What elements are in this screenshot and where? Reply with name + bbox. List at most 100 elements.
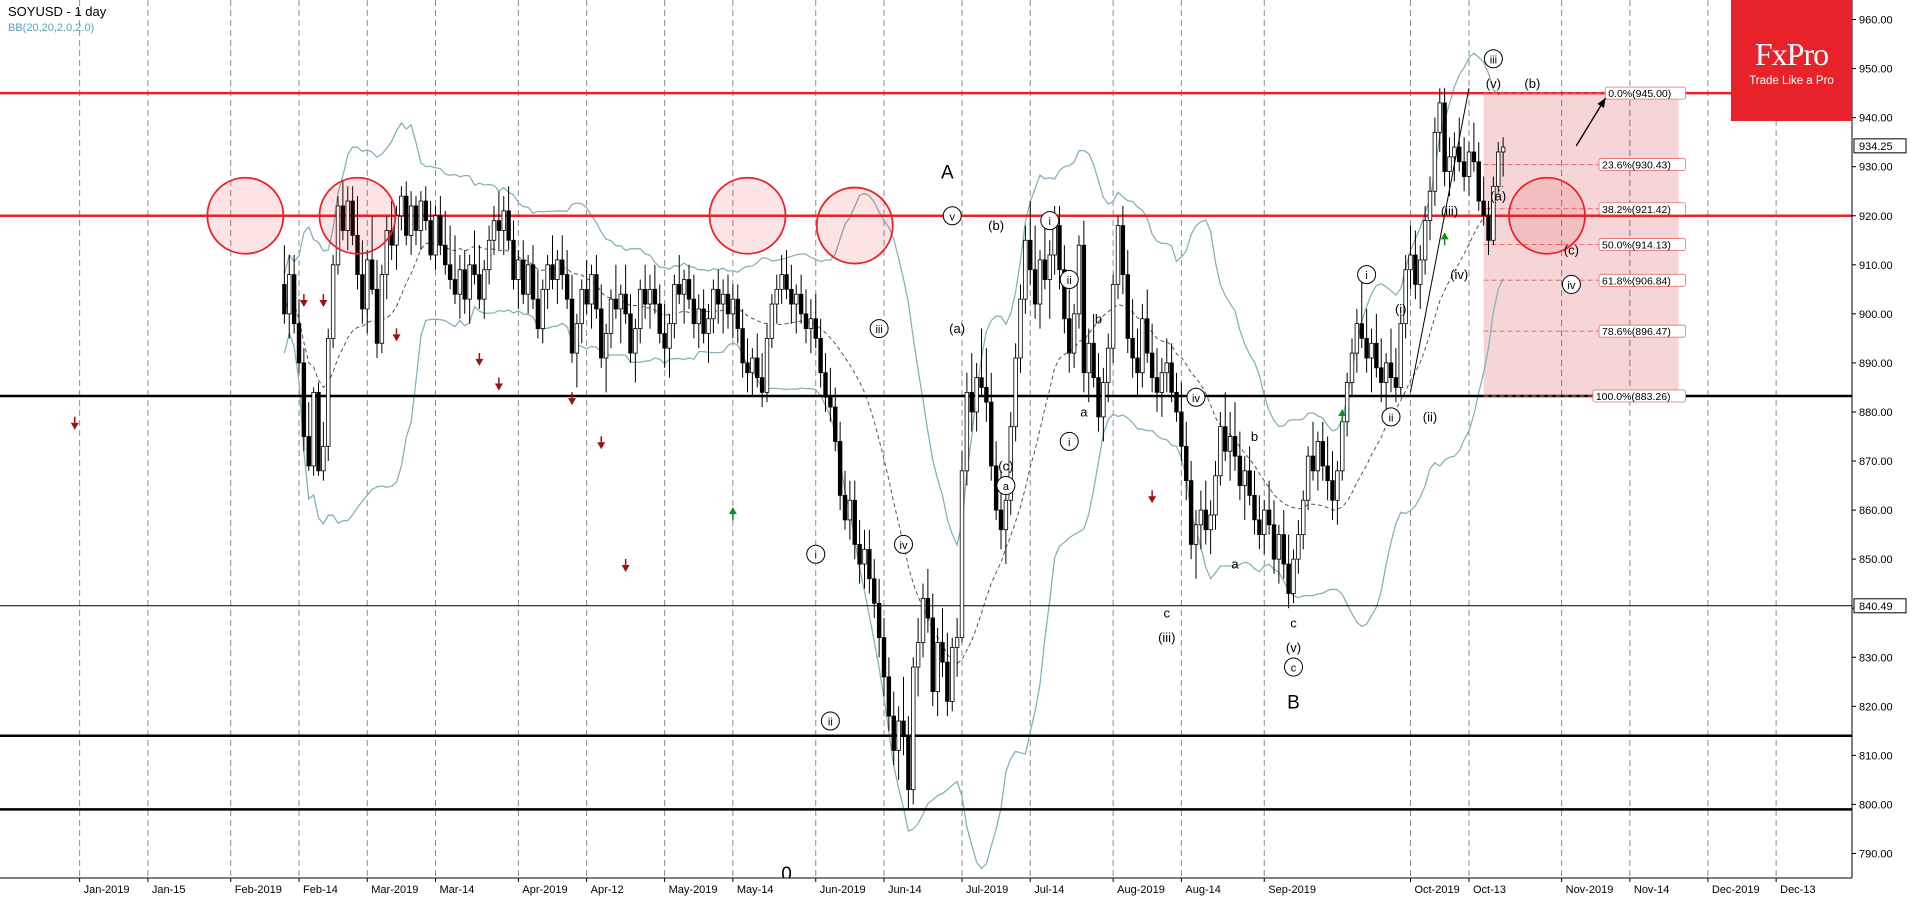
candle-body — [1032, 269, 1038, 305]
candle-body — [467, 264, 472, 300]
candle-body — [950, 647, 955, 702]
wave-label: c — [1164, 606, 1171, 621]
candle-body — [1096, 377, 1101, 418]
wave-label: ii — [828, 717, 833, 729]
wave-label: b — [1095, 311, 1102, 326]
wave-label-circle — [1059, 431, 1079, 451]
candle-body — [813, 318, 818, 339]
candle-body — [613, 298, 619, 310]
candle-body — [482, 269, 487, 300]
candle-body — [579, 288, 584, 325]
candle-body — [1432, 131, 1438, 192]
wave-label: (a) — [949, 321, 965, 336]
candle-body — [1081, 244, 1087, 374]
time-tick-label: Aug-2019 — [1117, 884, 1165, 896]
candle-body — [443, 244, 448, 266]
candle-body — [896, 720, 901, 751]
candle-body — [1408, 254, 1413, 271]
candle-body — [1145, 318, 1150, 354]
indicator-label: BB(20,20,2.0,2.0) — [8, 22, 95, 34]
candle-body — [525, 264, 531, 295]
candle-body — [1457, 146, 1462, 163]
candle-body — [1013, 357, 1018, 428]
candle-body — [925, 597, 931, 619]
candle-body — [789, 288, 794, 305]
candle-body — [852, 499, 857, 545]
wave-label-circle — [1561, 274, 1581, 294]
price-tick-label: 820.00 — [1859, 701, 1893, 713]
fib-label-box — [1598, 238, 1687, 251]
candle-body — [628, 313, 633, 354]
candle-body — [1413, 254, 1418, 285]
wave-label-circle — [1483, 49, 1503, 69]
candle-body — [1369, 342, 1374, 359]
wave-label-circle — [1040, 211, 1060, 231]
price-tick-label: 920.00 — [1859, 211, 1893, 223]
candle-body — [1203, 509, 1208, 531]
candle-body — [618, 293, 623, 310]
candle-body — [306, 436, 311, 467]
candle-body — [1047, 254, 1052, 280]
time-tick-label: May-14 — [737, 884, 774, 896]
candle-body — [1437, 102, 1442, 133]
fxpro-logo: FxPro Trade Like a Pro — [1731, 0, 1852, 121]
candle-body — [1237, 455, 1243, 486]
fib-label-box — [1598, 158, 1687, 171]
candle-body — [350, 200, 355, 236]
candle-body — [954, 637, 960, 648]
candle-body — [1500, 146, 1506, 153]
highlight-circle — [1508, 176, 1586, 255]
wave-label: (c) — [998, 458, 1013, 473]
candle-body — [433, 215, 438, 256]
projection-arrow — [1575, 97, 1607, 147]
candle-body — [540, 288, 545, 329]
wave-label-circle — [1381, 407, 1401, 427]
candle-body — [857, 544, 862, 565]
candle-body — [1447, 156, 1452, 172]
fib-label-box — [1598, 273, 1687, 287]
candle-body — [589, 274, 594, 305]
wave-label: i — [1049, 216, 1051, 228]
candle-body — [447, 264, 453, 280]
sell-signal-arrow — [494, 383, 503, 391]
candle-body — [1301, 499, 1306, 536]
candle-body — [516, 259, 521, 280]
candle-body — [1218, 426, 1223, 477]
candle-body — [716, 288, 721, 305]
candle-body — [282, 284, 287, 315]
candle-body — [1037, 259, 1043, 305]
candle-body — [560, 259, 565, 276]
time-tick-label: Sep-2019 — [1268, 884, 1316, 896]
projection-arrowhead — [1597, 98, 1606, 108]
candle-body — [296, 323, 302, 364]
candle-body — [399, 195, 404, 217]
candle-body — [594, 274, 599, 310]
candle-body — [1174, 391, 1179, 413]
candle-body — [642, 288, 648, 305]
time-tick-label: Feb-2019 — [235, 884, 282, 896]
price-tick-label: 950.00 — [1859, 64, 1893, 76]
wave-label: (ii) — [1423, 409, 1437, 424]
time-tick-label: Nov-2019 — [1566, 884, 1614, 896]
candle-body — [691, 298, 697, 325]
candle-body — [876, 602, 882, 639]
candle-body — [1188, 480, 1194, 545]
candle-body — [759, 377, 765, 393]
candle-body — [1291, 558, 1296, 594]
candle-body — [1442, 102, 1447, 173]
candle-body — [1276, 534, 1282, 560]
candle-body — [1193, 524, 1199, 545]
sell-signal-arrow — [392, 334, 401, 342]
candle-body — [1266, 509, 1272, 526]
wave-label: a — [1003, 481, 1010, 493]
candle-body — [404, 195, 409, 236]
price-tick-label: 790.00 — [1859, 848, 1893, 860]
wave-label-circle — [996, 476, 1016, 496]
candle-body — [1364, 337, 1369, 359]
candle-body — [1125, 274, 1130, 339]
candle-body — [959, 470, 965, 639]
wave-label: v — [950, 211, 956, 223]
candle-body — [1403, 269, 1408, 325]
candle-body — [633, 328, 638, 354]
